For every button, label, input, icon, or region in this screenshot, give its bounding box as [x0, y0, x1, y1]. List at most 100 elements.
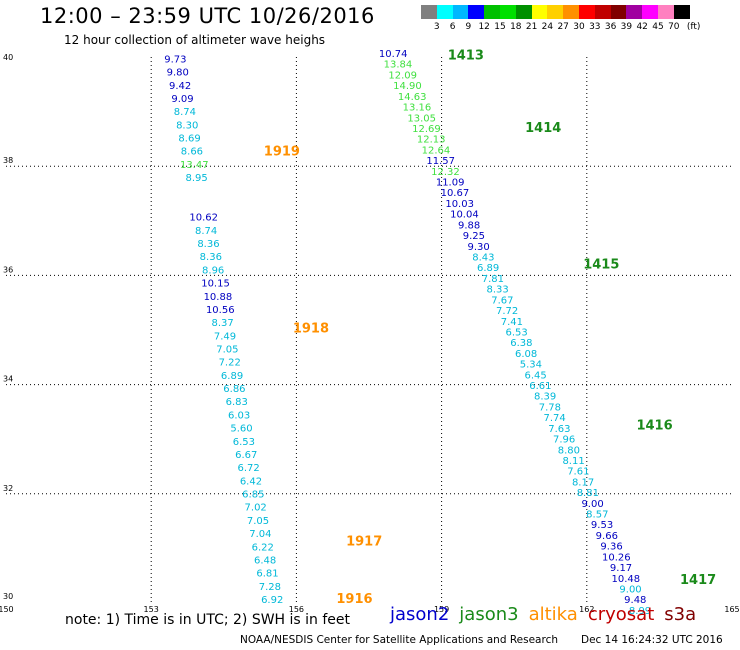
y-tick-label: 34	[3, 375, 13, 384]
pass-number-label: 1917	[346, 535, 382, 550]
swh-value: 10.04	[450, 210, 479, 221]
swh-value: 13.84	[384, 60, 413, 71]
legend-swatch	[594, 5, 611, 19]
swh-value: 6.03	[228, 410, 250, 421]
swh-value: 5.34	[520, 360, 542, 371]
swh-value: 8.99	[629, 606, 651, 617]
swh-value: 8.36	[197, 239, 219, 250]
swh-value: 10.48	[611, 574, 640, 585]
swh-value: 14.63	[398, 92, 427, 103]
x-tick-label: 165	[724, 605, 739, 614]
swh-value: 9.00	[581, 499, 603, 510]
legend-label: 39	[620, 22, 633, 32]
swh-value: 8.81	[577, 488, 599, 499]
swh-value: 9.42	[169, 81, 191, 92]
swh-value: 7.63	[548, 424, 570, 435]
page-title: 12:00 – 23:59 UTC 10/26/2016	[40, 4, 375, 28]
swh-value: 8.17	[572, 477, 594, 488]
swh-value: 13.16	[403, 103, 432, 114]
pass-number-label: 1919	[264, 144, 300, 159]
legend-swatch	[673, 5, 690, 19]
swh-value: 7.67	[491, 295, 513, 306]
legend-swatch	[468, 5, 485, 19]
legend-swatch	[657, 5, 674, 19]
swh-value: 6.53	[505, 327, 527, 338]
legend-label: 15	[494, 22, 506, 32]
pass-number-label: 1415	[583, 257, 619, 272]
swh-value: 8.57	[586, 510, 608, 521]
color-scale-legend	[421, 5, 690, 19]
legend-label: 21	[525, 22, 538, 32]
pass-number-label: 1413	[448, 49, 484, 64]
swh-value: 5.60	[230, 424, 252, 435]
swh-value: 8.80	[558, 445, 580, 456]
swh-value: 7.72	[496, 306, 518, 317]
swh-value: 6.85	[242, 490, 264, 501]
swh-value: 9.48	[624, 595, 646, 606]
y-tick-label: 40	[3, 53, 13, 62]
swh-value: 9.17	[610, 563, 632, 574]
swh-value: 6.67	[235, 450, 257, 461]
swh-value: 8.66	[181, 147, 203, 158]
legend-label: 27	[557, 22, 569, 32]
legend-label: 3	[433, 22, 440, 32]
swh-value: 9.53	[591, 520, 613, 531]
swh-value: 6.08	[515, 349, 537, 360]
legend-swatch	[610, 5, 627, 19]
swh-value: 7.05	[247, 516, 269, 527]
credit-text: NOAA/NESDIS Center for Satellite Applica…	[240, 634, 558, 646]
swh-value: 9.30	[468, 242, 490, 253]
y-tick-label: 38	[3, 156, 13, 165]
legend-label: 30	[573, 22, 585, 32]
swh-value: 7.81	[482, 274, 504, 285]
swh-value: 9.25	[463, 231, 485, 242]
swh-value: 7.41	[501, 317, 523, 328]
legend-swatch	[626, 5, 643, 19]
swh-value: 14.90	[393, 81, 422, 92]
swh-value: 12.09	[388, 70, 417, 81]
swh-value: 12.64	[422, 145, 451, 156]
swh-value: 11.57	[426, 156, 455, 167]
pass-number-label: 1416	[636, 418, 672, 433]
swh-value: 7.02	[245, 503, 267, 514]
swh-value: 8.74	[195, 226, 217, 237]
swh-value: 10.67	[441, 188, 470, 199]
legend-label: 24	[541, 22, 554, 32]
y-tick-label: 30	[3, 592, 13, 601]
x-tick-label: 159	[434, 605, 449, 614]
swh-value: 10.62	[189, 213, 218, 224]
x-tick-label: 162	[579, 605, 594, 614]
satellite-name: jason3	[459, 604, 519, 625]
swh-value: 6.53	[233, 437, 255, 448]
footer-note: note: 1) Time is in UTC; 2) SWH is in fe…	[65, 612, 351, 628]
swh-value: 6.92	[261, 595, 283, 606]
swh-value: 8.33	[486, 285, 508, 296]
swh-value: 12.13	[417, 135, 446, 146]
y-tick-label: 32	[3, 484, 13, 493]
swh-value: 6.81	[256, 569, 278, 580]
swh-value: 9.00	[619, 585, 641, 596]
swh-value: 13.47	[180, 160, 209, 171]
legend-swatch	[484, 5, 500, 19]
legend-swatch	[515, 5, 532, 19]
page-subtitle: 12 hour collection of altimeter wave hei…	[64, 33, 326, 47]
satellite-name: cryosat	[587, 604, 655, 625]
y-tick-label: 36	[3, 265, 13, 274]
swh-value: 9.88	[458, 220, 480, 231]
legend-label: 18	[510, 22, 522, 32]
x-tick-label: 150	[0, 605, 14, 614]
legend-swatch	[531, 5, 548, 19]
swh-value: 8.96	[202, 265, 224, 276]
swh-value: 9.80	[167, 68, 189, 79]
legend-label: 70	[668, 22, 680, 32]
satellite-name: jason2	[390, 604, 450, 625]
legend-swatch	[452, 5, 469, 19]
legend-label: 36	[604, 22, 617, 32]
legend-label: 33	[589, 22, 601, 32]
swh-value: 7.28	[259, 582, 281, 593]
swh-value: 8.39	[534, 392, 556, 403]
swh-value: 6.38	[510, 338, 532, 349]
pass-number-label: 1414	[525, 121, 561, 136]
swh-value: 6.42	[240, 476, 262, 487]
swh-value: 12.32	[431, 167, 460, 178]
